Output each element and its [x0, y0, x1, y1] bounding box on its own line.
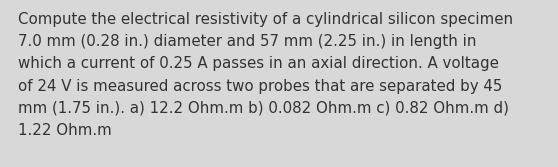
Text: Compute the electrical resistivity of a cylindrical silicon specimen: Compute the electrical resistivity of a …	[18, 12, 513, 27]
Text: 1.22 Ohm.m: 1.22 Ohm.m	[18, 123, 112, 138]
Text: mm (1.75 in.). a) 12.2 Ohm.m b) 0.082 Ohm.m c) 0.82 Ohm.m d): mm (1.75 in.). a) 12.2 Ohm.m b) 0.082 Oh…	[18, 101, 509, 116]
Text: of 24 V is measured across two probes that are separated by 45: of 24 V is measured across two probes th…	[18, 79, 502, 94]
Text: which a current of 0.25 A passes in an axial direction. A voltage: which a current of 0.25 A passes in an a…	[18, 56, 499, 71]
Text: 7.0 mm (0.28 in.) diameter and 57 mm (2.25 in.) in length in: 7.0 mm (0.28 in.) diameter and 57 mm (2.…	[18, 34, 477, 49]
